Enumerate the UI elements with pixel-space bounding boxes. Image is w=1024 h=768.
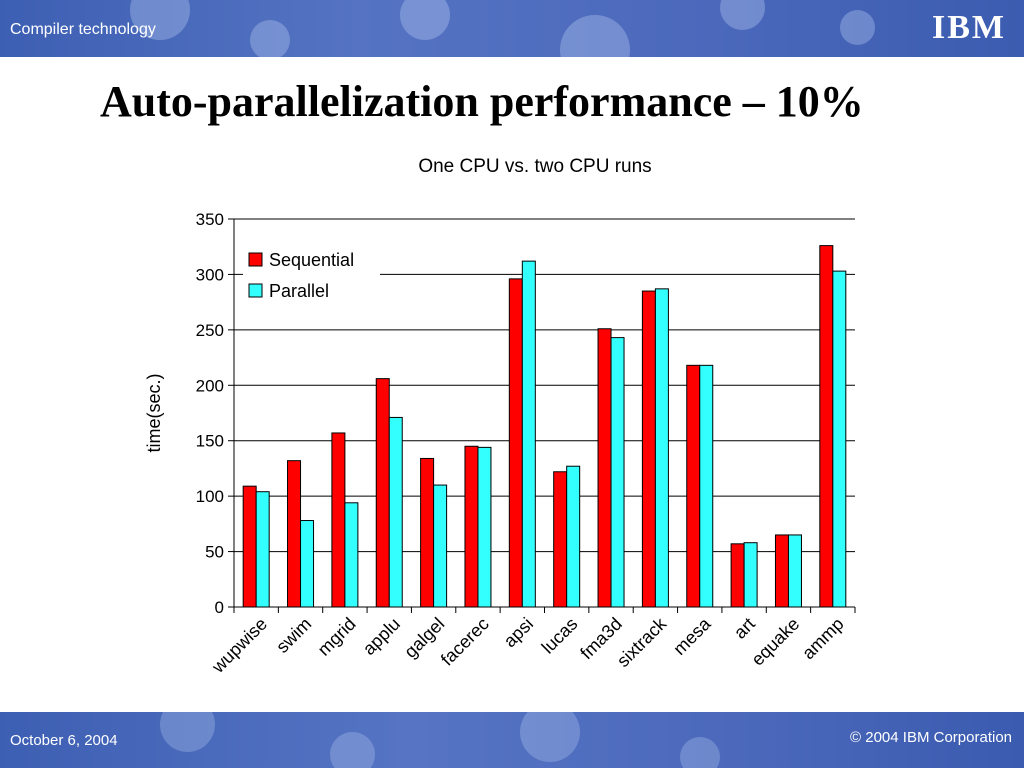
footer-decoration [160,712,215,752]
legend-label-sequential: Sequential [269,250,354,270]
y-tick-label: 350 [196,210,224,229]
header-banner: Compiler technology IBM [0,0,1024,57]
bar-parallel-swim [300,520,315,608]
bar-parallel-lucas [566,465,581,608]
legend-swatch-sequential [248,252,263,267]
bar-parallel-fma3d [610,337,625,608]
bar-sequential-galgel [420,457,435,608]
y-tick-label: 50 [205,543,224,562]
bar-parallel-facerec [477,446,492,608]
x-tick-label: mesa [669,613,715,659]
bar-parallel-mgrid [344,502,359,608]
y-axis-label: time(sec.) [144,373,164,452]
y-tick-label: 250 [196,321,224,340]
y-tick-label: 0 [215,598,224,617]
x-tick-label: facerec [437,614,493,670]
x-tick-label: sixtrack [613,613,671,671]
x-tick-label: ammp [798,614,848,664]
bar-sequential-mgrid [331,432,346,608]
bar-sequential-lucas [553,471,568,608]
bar-parallel-art [743,542,758,608]
ibm-logo-text: IBM [932,9,1006,46]
bar-parallel-applu [388,416,403,608]
bar-sequential-wupwise [242,485,257,608]
footer-decoration [330,732,375,768]
bar-sequential-mesa [686,364,701,608]
bar-chart: 0 50 100 150 200 250 300 350 time(sec.) wupwise sw… [144,210,856,678]
x-tick-label: equake [747,614,803,670]
x-tick-label: lucas [538,614,582,658]
legend-label-parallel: Parallel [269,281,329,301]
x-tick-label: wupwise [207,614,271,678]
bar-parallel-ammp [832,270,847,608]
footer-copyright: © 2004 IBM Corporation [850,729,1012,746]
chart-title: One CPU vs. two CPU runs [418,156,652,177]
bar-sequential-sixtrack [641,290,656,608]
bar-parallel-sixtrack [654,288,669,608]
bar-parallel-wupwise [255,491,270,608]
footer-date: October 6, 2004 [10,732,118,749]
footer-banner: October 6, 2004 © 2004 IBM Corporation [0,712,1024,768]
bar-sequential-art [730,543,745,608]
bar-sequential-equake [774,534,789,608]
bar-sequential-fma3d [597,328,612,608]
x-tick-label: mgrid [314,614,360,660]
y-tick-label: 200 [196,376,224,395]
bar-sequential-applu [375,378,390,608]
x-tick-label: art [730,614,759,643]
y-tick-label: 150 [196,432,224,451]
slide-title: Auto-parallelization performance – 10% [100,77,864,126]
x-tick-label: swim [272,614,315,657]
ibm-logo: IBM [932,10,1006,46]
section-label: Compiler technology [10,21,156,38]
y-tick-label: 300 [196,265,224,284]
legend-box [243,243,380,309]
bar-sequential-swim [287,460,302,608]
bar-sequential-ammp [819,245,834,608]
bar-parallel-apsi [521,260,536,608]
bar-sequential-apsi [508,278,523,608]
footer-decoration [680,737,720,768]
banner-decoration [400,0,450,40]
x-tick-label: applu [359,614,404,659]
bar-sequential-facerec [464,445,479,608]
bar-parallel-galgel [433,484,448,608]
banner-decoration [840,10,875,45]
legend-swatch-parallel [248,283,263,298]
x-tick-label: apsi [500,614,537,651]
bar-parallel-mesa [699,364,714,608]
y-tick-label: 100 [196,487,224,506]
footer-decoration [520,712,580,762]
banner-decoration [250,20,290,57]
bar-parallel-equake [787,534,802,608]
